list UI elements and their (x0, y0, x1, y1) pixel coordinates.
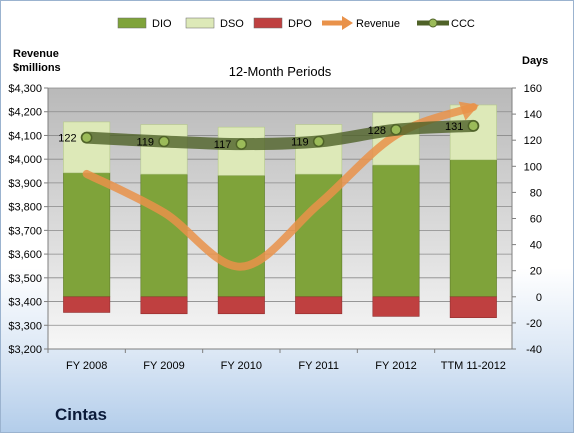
y-tick-label-left: $3,200 (8, 344, 42, 356)
x-tick-label: FY 2011 (298, 360, 339, 372)
y-tick-label-left: $3,800 (8, 202, 42, 214)
y-tick-label-right: 160 (524, 83, 542, 95)
y-tick-label-right: 20 (530, 266, 542, 278)
bar-dio (140, 173, 188, 298)
ccc-marker (158, 135, 170, 148)
ccc-data-label: 119 (291, 137, 309, 149)
bar-dpo (217, 296, 265, 315)
legend-label: DSO (220, 18, 244, 30)
y-axis-left-title-line1: Revenue (13, 48, 59, 60)
y-tick-label-right: 80 (530, 187, 542, 199)
legend-label: DIO (152, 18, 172, 30)
ccc-marker (467, 120, 480, 132)
ccc-marker (80, 131, 93, 144)
axes: $3,200 $3,300 $3,400 $3,500 $3,600 $3,700 $3,8… (8, 83, 542, 372)
ccc-line (80, 119, 480, 151)
y-tick-label-left: $3,500 (8, 273, 42, 285)
chart-title: 12-Month Periods (229, 64, 332, 79)
legend: DIO DSO DPO Revenue CCC (117, 16, 475, 30)
gridlines (48, 87, 512, 350)
bar-dpo (295, 296, 343, 315)
bar-dso (217, 126, 265, 176)
y-tick-label-left: $4,100 (8, 130, 42, 142)
bar-dpo (63, 296, 111, 313)
bar-dpo (372, 296, 420, 317)
x-tick-label: TTM 11-2012 (441, 360, 506, 372)
legend-label: CCC (451, 18, 475, 30)
y-tick-label-right: -20 (526, 318, 542, 330)
ccc-marker (312, 135, 325, 148)
y-tick-label-left: $3,400 (8, 297, 42, 309)
y-tick-label-left: $4,200 (8, 107, 42, 119)
y-tick-label-left: $3,900 (8, 178, 42, 190)
bars (63, 104, 497, 318)
revenue-arrowhead (458, 101, 479, 121)
legend-label: DPO (288, 18, 312, 30)
ccc-data-label: 119 (136, 137, 154, 149)
ccc-data-label: 131 (445, 121, 463, 133)
bar-dio (217, 175, 265, 298)
bar-dio (372, 164, 420, 298)
x-tick-label: FY 2010 (221, 360, 262, 372)
x-tick-label: FY 2008 (66, 360, 107, 372)
y-tick-label-left: $3,700 (8, 225, 42, 237)
y-tick-label-right: 140 (524, 109, 542, 121)
bar-dpo (140, 296, 188, 315)
ccc-data-label: 128 (368, 125, 386, 137)
legend-swatch-dpo (253, 17, 283, 29)
y-tick-label-left: $4,300 (8, 83, 42, 95)
bar-dpo (449, 296, 497, 318)
x-tick-label: FY 2009 (143, 360, 184, 372)
y-axis-right-title: Days (522, 55, 548, 67)
ccc-data-label: 122 (58, 133, 76, 145)
lines (80, 101, 480, 271)
ccc-data-label: 117 (214, 139, 232, 151)
data-labels: 122 119 117 119 128 131 (58, 121, 463, 151)
bar-dso (372, 112, 420, 166)
y-axis-left-title-line2: $millions (13, 62, 61, 74)
y-tick-label-right: 120 (524, 135, 542, 147)
bar-dso (295, 124, 343, 175)
legend-marker (428, 18, 438, 28)
bar-dso (140, 124, 188, 175)
legend-label: Revenue (356, 18, 400, 30)
y-tick-label-left: $3,600 (8, 249, 42, 261)
y-tick-label-left: $3,300 (8, 320, 42, 332)
y-tick-label-right: 60 (530, 214, 542, 226)
y-tick-label-right: 100 (524, 161, 542, 173)
x-tick-label: FY 2012 (375, 360, 416, 372)
bar-dso (63, 121, 111, 174)
ccc-marker (390, 124, 402, 136)
y-tick-label-right: 0 (536, 292, 542, 304)
ccc-marker (235, 138, 248, 150)
y-tick-label-right: -40 (526, 344, 542, 356)
y-tick-label-left: $4,000 (8, 154, 42, 166)
legend-arrowhead (342, 16, 353, 30)
legend-swatch-dio (117, 17, 147, 29)
legend-swatch-dso (185, 17, 215, 29)
bar-dio (449, 159, 497, 298)
bar-dio (63, 172, 111, 298)
y-tick-label-right: 40 (530, 240, 542, 252)
company-name: Cintas (55, 405, 107, 424)
